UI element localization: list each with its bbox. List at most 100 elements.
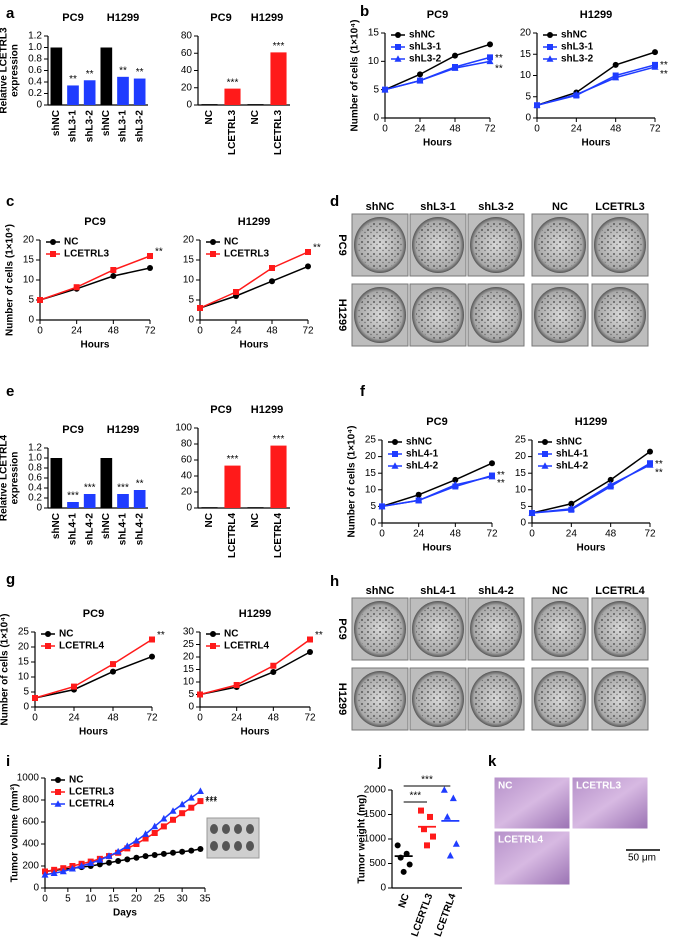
y-tick-label: 0 xyxy=(188,702,194,713)
data-point xyxy=(106,859,112,866)
chart-title: H1299 xyxy=(580,9,612,21)
y-tick-label: 30 xyxy=(183,627,195,638)
significance: *** xyxy=(205,795,217,806)
bar xyxy=(201,507,218,508)
y-tick-label: 0 xyxy=(186,100,192,111)
data-point xyxy=(73,284,80,291)
data-point xyxy=(416,76,424,84)
series-line xyxy=(199,265,309,309)
group-label: H1299 xyxy=(107,424,139,436)
x-tick-label: LCETRL4 xyxy=(227,513,238,558)
y-tick-label: 10 xyxy=(365,484,377,495)
x-tick-label: 48 xyxy=(605,529,617,540)
y-tick-label: 400 xyxy=(22,839,39,850)
y-axis-label: Number of cells (1×10⁴) xyxy=(347,426,358,538)
legend-label: NC xyxy=(224,237,238,248)
significance: ** xyxy=(157,630,165,641)
legend-marker xyxy=(55,789,61,795)
y-tick-label: 40 xyxy=(181,471,193,482)
row-label: H1299 xyxy=(336,683,348,715)
data-point xyxy=(452,476,459,483)
x-tick-label: LCETRL4 xyxy=(433,892,459,938)
legend-marker xyxy=(546,55,554,62)
data-point xyxy=(147,265,153,271)
x-tick-label: LCETRL3 xyxy=(273,110,284,155)
data-point xyxy=(233,289,239,295)
colonies xyxy=(358,291,402,339)
x-tick-label: 25 xyxy=(154,894,166,905)
y-tick-label: 0.8 xyxy=(28,463,42,474)
bar xyxy=(224,465,241,508)
data-point xyxy=(612,73,620,81)
legend-marker xyxy=(547,44,553,50)
histology-image xyxy=(571,776,649,830)
y-tick-label: 80 xyxy=(181,439,193,450)
x-tick-label: 72 xyxy=(302,326,314,337)
data-point xyxy=(197,691,203,698)
legend-marker xyxy=(210,251,216,257)
chart-title: H1299 xyxy=(239,608,271,620)
data-point xyxy=(124,856,131,863)
y-tick-label: 60 xyxy=(181,48,193,59)
x-axis-label: Hours xyxy=(81,340,110,351)
data-point xyxy=(567,504,575,512)
data-point xyxy=(37,297,43,303)
data-point xyxy=(452,840,460,847)
column-label: shNC xyxy=(366,585,395,597)
x-tick-label: 0 xyxy=(197,326,203,337)
legend-marker xyxy=(45,631,51,637)
data-point xyxy=(406,861,413,868)
x-tick-label: shNC xyxy=(51,513,62,539)
data-point xyxy=(488,472,496,480)
series-line xyxy=(199,651,311,696)
series-line xyxy=(199,251,309,309)
y-tick-label: 5 xyxy=(520,501,526,512)
legend-marker xyxy=(394,55,402,62)
x-tick-label: 72 xyxy=(144,326,156,337)
colonies xyxy=(474,605,518,653)
x-axis-label: Hours xyxy=(423,543,452,554)
tumor xyxy=(222,824,230,834)
legend-label: NC xyxy=(64,237,78,248)
legend-marker xyxy=(395,44,401,50)
chart-title: PC9 xyxy=(427,9,448,21)
data-point xyxy=(305,249,311,255)
tumor xyxy=(234,841,242,851)
tumor xyxy=(210,841,218,851)
significance: ** xyxy=(660,60,668,71)
legend-label: shL3-1 xyxy=(561,42,594,53)
data-point xyxy=(170,849,176,856)
significance: *** xyxy=(409,791,421,802)
chart-title: H1299 xyxy=(575,416,607,428)
y-tick-label: 0.8 xyxy=(28,54,42,65)
y-tick-label: 20 xyxy=(18,642,30,653)
x-tick-label: 5 xyxy=(65,894,71,905)
data-point xyxy=(142,830,150,837)
y-tick-label: 0 xyxy=(525,113,531,124)
y-tick-label: 0 xyxy=(380,883,386,894)
row-label: PC9 xyxy=(336,234,348,255)
data-point xyxy=(307,649,313,655)
data-point xyxy=(417,71,423,78)
data-point xyxy=(612,61,619,68)
series-line xyxy=(39,255,151,301)
legend-label: shL4-2 xyxy=(556,461,589,472)
chart-title: PC9 xyxy=(84,216,105,228)
data-point xyxy=(110,267,117,273)
y-tick-label: 60 xyxy=(181,455,193,466)
x-tick-label: 48 xyxy=(268,713,280,724)
data-point xyxy=(96,856,104,863)
bar xyxy=(100,47,113,105)
significance: *** xyxy=(227,454,239,465)
x-tick-label: shNC xyxy=(101,513,112,539)
significance: *** xyxy=(273,41,285,52)
x-tick-label: LCETRL3 xyxy=(227,110,238,155)
x-axis-label: Hours xyxy=(240,340,269,351)
x-tick-label: 72 xyxy=(486,529,498,540)
data-point xyxy=(149,653,155,660)
y-tick-label: 20 xyxy=(183,652,195,663)
y-tick-label: 15 xyxy=(368,28,380,39)
chart-title: PC9 xyxy=(83,608,104,620)
y-tick-label: 5 xyxy=(370,501,376,512)
data-point xyxy=(394,842,401,849)
